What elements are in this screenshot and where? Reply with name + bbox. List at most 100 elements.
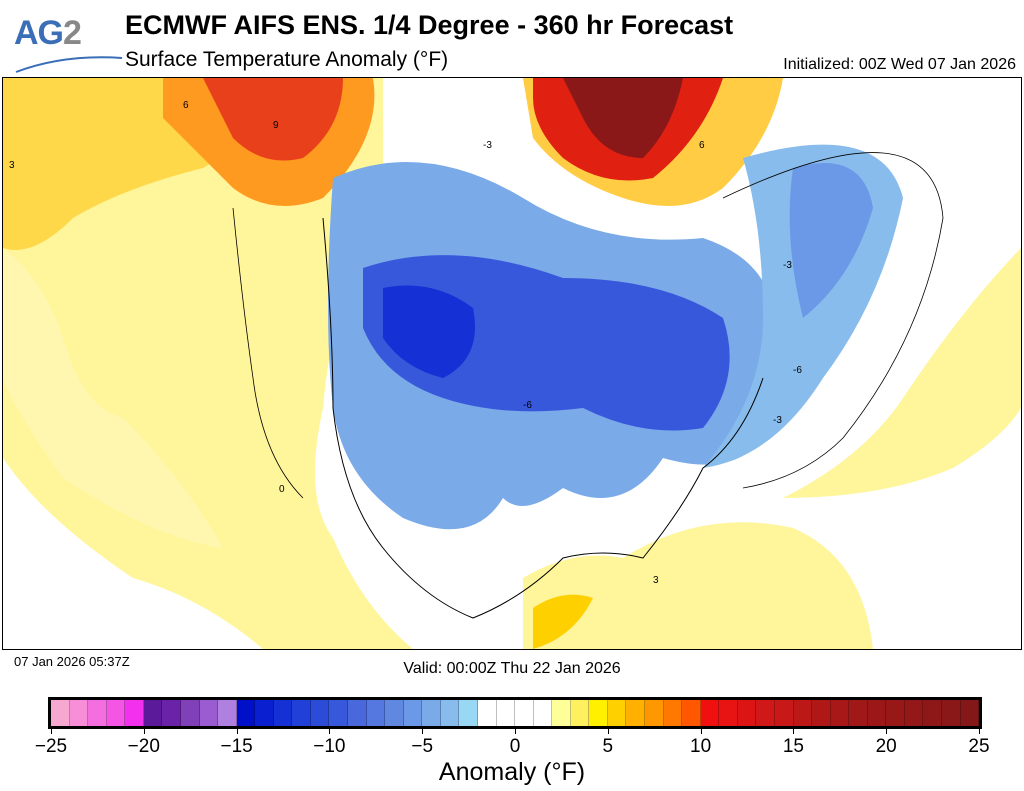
colorbar-tick-label: 10: [690, 736, 712, 757]
anomaly-map: 6 3 -3 -6 -3 -6 -3 0 3 6 9: [2, 77, 1022, 650]
colorbar-tick-label: 15: [782, 736, 804, 757]
colorbar-bin: [533, 700, 553, 726]
contour-label: -3: [483, 140, 492, 151]
colorbar-bin: [570, 700, 590, 726]
colorbar-tick: [236, 726, 238, 734]
colorbar-bin: [812, 700, 831, 726]
generated-timestamp: 07 Jan 2026 05:37Z: [14, 654, 130, 669]
colorbar-tick-label: −25: [34, 736, 68, 757]
logo-text-2: 2: [63, 14, 82, 52]
contour-label: -3: [783, 260, 792, 271]
warm-anomaly-atlantic: [783, 248, 1021, 498]
colorbar-bin: [923, 700, 942, 726]
ag2-logo: AG2: [14, 14, 82, 53]
colorbar-bin: [496, 700, 516, 726]
contour-line: [722, 152, 944, 489]
warm-anomaly-gulf-core: [533, 594, 593, 649]
colorbar-tick-label: −10: [313, 736, 346, 757]
colorbar-bin: [162, 700, 181, 726]
colorbar-bin: [867, 700, 887, 726]
colorbar-bin: [942, 700, 961, 726]
colorbar-bin: [51, 700, 70, 726]
chart-title: ECMWF AIFS ENS. 1/4 Degree - 360 hr Fore…: [125, 10, 734, 40]
colorbar-bin: [292, 700, 311, 726]
colorbar-bin: [106, 700, 126, 726]
colorbar-tick-label: 25: [968, 736, 990, 757]
colorbar-tick: [607, 726, 609, 734]
colorbar: [48, 697, 982, 729]
colorbar-bin: [607, 700, 627, 726]
contour-label: -6: [793, 365, 802, 376]
coastline: [322, 217, 764, 619]
colorbar-bin: [886, 700, 905, 726]
colorbar-tick: [793, 726, 795, 734]
contour-line: [232, 207, 304, 499]
colorbar-tick-label: 20: [875, 736, 897, 757]
colorbar-bin: [255, 700, 274, 726]
colorbar-tick-label: −15: [220, 736, 253, 757]
cold-anomaly-atlantic-core: [789, 163, 873, 318]
chart-subtitle: Surface Temperature Anomaly (°F): [125, 48, 449, 71]
colorbar-bin: [366, 700, 386, 726]
contour-label: 9: [273, 120, 279, 131]
colorbar-bin: [645, 700, 664, 726]
contour-labels: 6 3 -3 -6 -3 -6 -3 0 3 6 9: [9, 100, 802, 586]
valid-time: Valid: 00:00Z Thu 22 Jan 2026: [403, 660, 621, 677]
contour-label: -3: [773, 415, 782, 426]
colorbar-tick: [51, 726, 52, 734]
colorbar-bin: [960, 700, 980, 726]
colorbar-bin: [273, 700, 293, 726]
colorbar-bin: [904, 700, 924, 726]
colorbar-tick: [515, 726, 516, 734]
warm-anomaly-gulf: [523, 522, 873, 649]
colorbar-bin: [774, 700, 794, 726]
colorbar-tick-label: 5: [602, 736, 614, 757]
colorbar-bin: [459, 700, 478, 726]
colorbar-bin: [143, 700, 163, 726]
colorbar-bin: [626, 700, 645, 726]
colorbar-bin: [682, 700, 701, 726]
colorbar-bin: [236, 700, 256, 726]
colorbar-bin: [180, 700, 200, 726]
colorbar-bin: [348, 700, 367, 726]
colorbar-tick: [329, 726, 331, 734]
colorbar-bin: [218, 700, 237, 726]
warm-anomaly-nepacific: [3, 248, 223, 548]
colorbar-bin: [589, 700, 608, 726]
extreme-anomaly-greenland: [563, 78, 683, 158]
contour-label: 0: [279, 484, 285, 495]
contour-label: 3: [653, 575, 659, 586]
colorbar-bin: [88, 700, 107, 726]
colorbar-label: Anomaly (°F): [438, 758, 586, 786]
initialized-time: Initialized: 00Z Wed 07 Jan 2026: [783, 56, 1016, 73]
colorbar-bin: [515, 700, 534, 726]
colorbar-bin: [69, 700, 89, 726]
colorbar-bin: [830, 700, 850, 726]
colorbar-tick-label: −20: [127, 736, 160, 757]
colorbar-bin: [700, 700, 720, 726]
colorbar-tick: [700, 726, 702, 734]
colorbar-bin: [329, 700, 348, 726]
colorbar-bin: [199, 700, 219, 726]
colorbar-bin: [310, 700, 330, 726]
colorbar-bin: [477, 700, 497, 726]
contour-label: 6: [699, 140, 705, 151]
colorbar-bin: [125, 700, 144, 726]
contour-label: -6: [523, 400, 532, 411]
colorbar-bin: [385, 700, 404, 726]
contour-label: 3: [9, 160, 15, 171]
colorbar-bin: [440, 700, 460, 726]
colorbar-bin: [663, 700, 683, 726]
warm-anomaly-west: [3, 78, 413, 649]
colorbar-bin: [756, 700, 775, 726]
logo-text: AG: [14, 14, 64, 52]
colorbar-tick: [886, 726, 888, 734]
colorbar-tick: [143, 726, 145, 734]
cold-anomaly-max: [383, 285, 475, 378]
colorbar-bin: [719, 700, 738, 726]
colorbar-ticks: −25 −20 −15 −10 −5 0 5 10 15 20 25: [35, 726, 990, 766]
colorbar-tick: [422, 726, 424, 734]
logo-swoosh-icon: [15, 56, 123, 73]
colorbar-bin: [793, 700, 813, 726]
colorbar-bin: [737, 700, 757, 726]
